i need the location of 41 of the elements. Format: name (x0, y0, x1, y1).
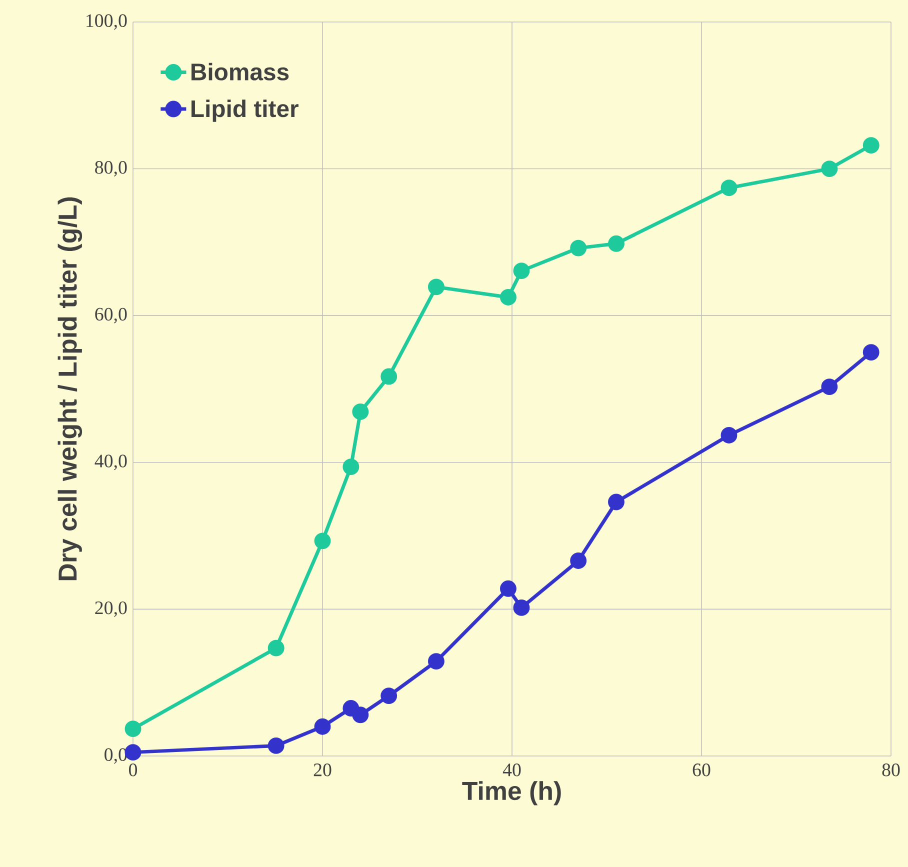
point (380, 688, 398, 704)
point (380, 368, 398, 385)
x-tick-label: 20 (314, 764, 332, 776)
y-tick-label: 40,0 (94, 454, 127, 470)
point (352, 706, 369, 724)
point (124, 720, 142, 738)
point (500, 580, 516, 597)
point (570, 552, 587, 569)
point (513, 262, 530, 280)
point (342, 458, 360, 476)
point (720, 427, 738, 444)
y-tick-label: 60,0 (95, 308, 127, 324)
point (500, 289, 516, 306)
point (608, 235, 624, 252)
legend-label: Biomass (192, 62, 289, 80)
point (821, 160, 838, 177)
y-tick-label: 100,0 (86, 14, 127, 30)
point (428, 653, 444, 670)
x-tick-label: 60 (692, 764, 710, 776)
point (608, 494, 624, 510)
point (862, 137, 880, 154)
y-tick-label: 80,0 (95, 161, 127, 177)
point (268, 737, 284, 754)
point (862, 344, 880, 361)
point (314, 718, 331, 735)
point (720, 180, 738, 196)
point (124, 744, 142, 761)
point (352, 404, 369, 420)
x-tick-label: 0 (128, 764, 138, 776)
x-axis-title: Time (h) (462, 781, 561, 806)
y-axis-title: Dry cell weight / Lipid titer (g/L) (58, 197, 82, 580)
point (513, 599, 530, 616)
point (821, 378, 838, 395)
y-tick-label: 20,0 (95, 601, 127, 617)
point (428, 278, 444, 296)
point (314, 532, 331, 550)
x-tick-label: 80 (882, 764, 900, 776)
point (268, 640, 284, 656)
point (570, 240, 587, 256)
x-tick-label: 40 (502, 764, 521, 776)
legend-label: Lipid titer (192, 100, 298, 122)
